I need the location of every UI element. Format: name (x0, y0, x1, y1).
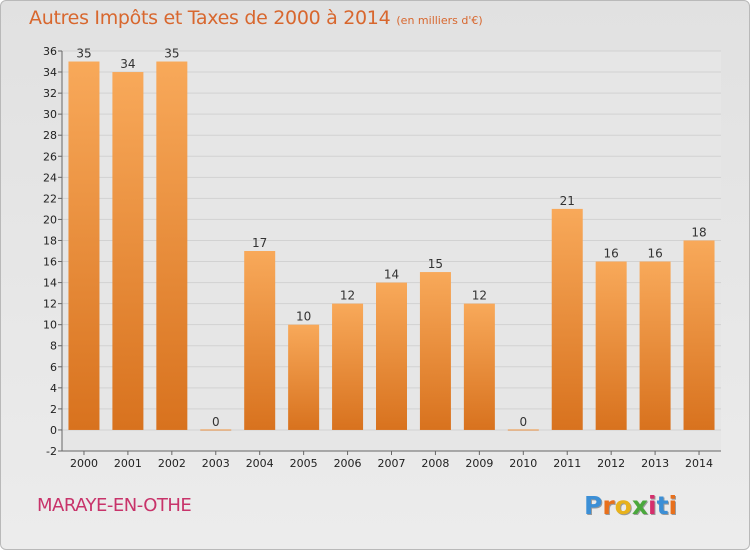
y-tick-label: -2 (46, 445, 57, 458)
y-tick-label: 22 (43, 192, 57, 205)
bar-value-label: 16 (604, 247, 619, 261)
chart-title: Autres Impôts et Taxes de 2000 à 2014 (en… (29, 7, 483, 29)
logo-letter: i (648, 491, 657, 520)
x-tick-label: 2011 (553, 457, 581, 470)
bar (683, 240, 715, 430)
bar-value-label: 14 (384, 268, 399, 282)
bar-value-label: 12 (340, 289, 355, 303)
bar-value-label: 0 (519, 415, 527, 429)
proxiti-logo: Proxiti (584, 491, 677, 520)
chart-title-text: Autres Impôts et Taxes de 2000 à 2014 (29, 7, 391, 29)
y-tick-label: 10 (43, 319, 57, 332)
y-tick-label: 24 (43, 171, 57, 184)
bar (288, 324, 320, 430)
commune-name: MARAYE-EN-OTHE (37, 495, 192, 516)
x-tick-label: 2005 (290, 457, 318, 470)
bar-value-label: 34 (120, 57, 135, 71)
y-tick-label: 34 (43, 66, 57, 79)
x-tick-label: 2014 (685, 457, 713, 470)
y-tick-label: 12 (43, 298, 57, 311)
bars: 35 34 35 0 17 10 12 14 15 12 0 21 16 16 18 (68, 47, 715, 431)
x-tick-label: 2003 (202, 457, 230, 470)
bar-value-label: 35 (76, 47, 91, 61)
bar (463, 303, 495, 430)
y-tick-label: 18 (43, 234, 57, 247)
bar (376, 282, 407, 430)
y-tick-label: 32 (43, 87, 57, 100)
bar-value-label: 21 (560, 194, 575, 208)
bar-value-label: 12 (472, 289, 487, 303)
bar-value-label: 16 (647, 247, 662, 261)
x-axis: 2000 2001 2002 2003 2004 2005 2006 2007 2008 2009… (62, 450, 721, 470)
bar (200, 429, 232, 431)
y-tick-label: 20 (43, 213, 57, 226)
bar (332, 303, 364, 430)
x-tick-label: 2008 (421, 457, 449, 470)
logo-letter: P (584, 491, 603, 520)
y-tick-label: 4 (50, 382, 57, 395)
y-tick-label: 30 (43, 108, 57, 121)
logo-letter: r (602, 491, 615, 520)
y-tick-label: 14 (43, 277, 57, 290)
bar (156, 61, 188, 430)
bar-value-label: 35 (164, 47, 179, 61)
bar (639, 261, 671, 430)
bar-value-label: 17 (252, 236, 267, 250)
x-tick-label: 2002 (158, 457, 186, 470)
bar-value-label: 10 (296, 310, 311, 324)
x-tick-label: 2007 (378, 457, 406, 470)
bar-value-label: 15 (428, 257, 443, 271)
bar-value-label: 0 (212, 415, 220, 429)
bar (551, 208, 583, 430)
chart-subtitle: (en milliers d'€) (396, 14, 483, 27)
y-tick-label: 16 (43, 256, 57, 269)
bar (68, 61, 100, 430)
x-tick-label: 2006 (334, 457, 362, 470)
y-tick-label: 26 (43, 150, 57, 163)
y-tick-label: 8 (50, 340, 57, 353)
bar (507, 429, 539, 431)
bar (419, 272, 451, 430)
logo-letter: o (614, 491, 632, 520)
bar (112, 72, 144, 430)
logo-letter: i (668, 491, 678, 520)
x-tick-label: 2000 (70, 457, 98, 470)
x-tick-label: 2009 (465, 457, 493, 470)
y-tick-label: 36 (43, 45, 57, 58)
x-tick-label: 2010 (509, 457, 537, 470)
x-tick-label: 2004 (246, 457, 274, 470)
x-tick-label: 2013 (641, 457, 669, 470)
logo-letter: x (631, 491, 648, 520)
bar-value-label: 18 (691, 225, 706, 239)
x-tick-label: 2012 (597, 457, 625, 470)
y-tick-label: 0 (50, 424, 57, 437)
y-tick-label: 2 (50, 403, 57, 416)
x-tick-label: 2001 (114, 457, 142, 470)
y-tick-label: 28 (43, 129, 57, 142)
bar (595, 261, 627, 430)
logo-letter: t (656, 491, 669, 520)
y-tick-label: 6 (50, 361, 57, 374)
bar (244, 251, 276, 430)
